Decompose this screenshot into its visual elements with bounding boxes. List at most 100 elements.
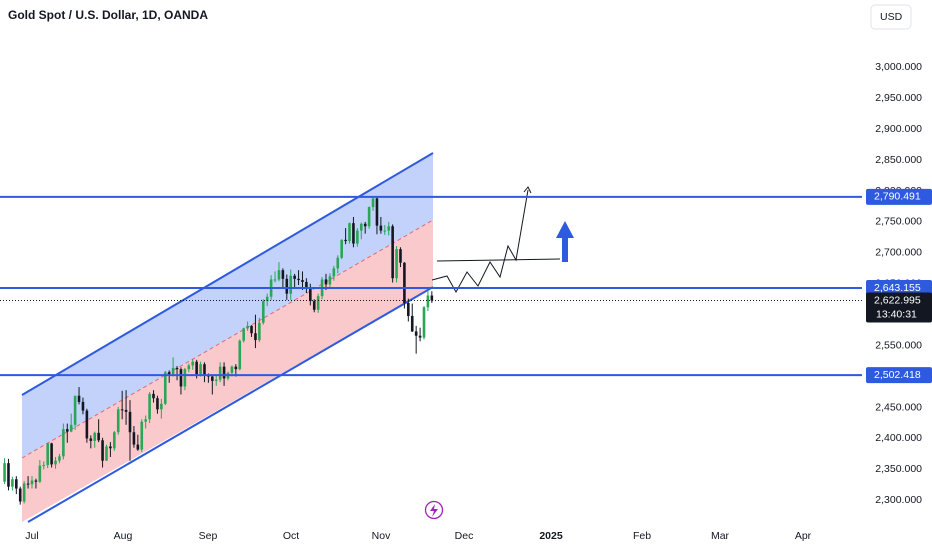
candle-body [65,429,69,432]
candle-body [109,446,112,449]
candle-body [34,480,38,482]
candle-body [246,325,249,329]
candle-body [242,328,245,341]
candle-body [77,395,81,402]
candle-body [7,463,10,487]
candle-body [359,223,363,231]
currency-box[interactable] [870,4,912,30]
candle-body [144,419,147,422]
candle-body [258,322,261,341]
price-label: 2,790.491 [874,191,921,203]
candle-body [58,456,61,461]
candle-body [426,295,430,308]
candle-body [124,409,128,412]
overlay [424,186,574,520]
candle-body [371,198,375,208]
x-tick-label: 2025 [539,530,563,542]
candle-body [234,366,238,370]
candle-body [15,479,18,489]
candle-body [344,239,347,242]
channel-bottom [27,286,434,523]
candle-body [214,379,218,381]
candle-body [195,361,198,375]
price-label-box [866,188,932,205]
y-tick-label: 2,950.000 [875,92,922,104]
candle-body [352,223,355,244]
candle-body [273,279,277,281]
target-line [436,258,561,262]
candle-body [289,275,293,294]
candle-body [89,438,93,441]
y-tick-label: 2,450.000 [875,401,922,413]
candle-body [38,465,42,482]
candle-body [363,223,367,227]
candle-body [136,444,140,450]
candle-body [395,249,398,279]
price-label-box [866,280,932,297]
candle-body [69,424,73,432]
candle-body [140,421,144,450]
candle-body [418,335,422,338]
x-tick-label: Jul [25,530,38,542]
candle-body [218,366,222,380]
candle-body [250,325,253,334]
projection-arrowhead [523,186,532,194]
candle-body [332,268,336,277]
candle-body [230,366,234,373]
candle-body [324,279,328,285]
candle-body [171,367,175,375]
candle-body [391,226,394,279]
candle-body [73,395,77,425]
y-tick-label: 2,850.000 [875,154,922,166]
price-label: 2,643.155 [874,282,921,294]
candle-body [160,403,163,410]
candle-body [11,479,14,487]
candle-body [281,270,285,279]
x-tick-label: Dec [455,530,474,542]
y-tick-label: 2,900.000 [875,123,922,135]
candle-body [132,432,136,445]
candle-body [152,393,155,399]
candle-body [367,207,371,227]
candle-body [316,296,320,310]
candle-body [81,401,85,411]
candle-body [148,393,151,420]
candle-body [191,361,195,366]
candle-body [93,432,97,441]
candle-body [414,331,418,336]
candle-body [30,480,34,485]
y-tick-label: 2,300.000 [875,494,922,506]
candle-body [163,372,167,404]
candle-body [113,432,116,449]
candle-body [199,364,202,375]
candle-body [42,465,46,467]
candle-body [293,275,296,279]
candle-body [187,365,191,370]
candle-body [399,249,402,263]
candle-body [430,295,434,301]
projection-path [431,189,529,294]
candle-body [50,443,53,465]
current-price-box [866,292,932,323]
candle-body [309,288,312,302]
y-tick-label: 3,000.000 [875,61,922,73]
channel-mid [21,219,434,459]
candle-body [179,369,183,387]
candle-body [101,440,104,461]
candle-body [265,296,269,302]
x-tick-label: Oct [283,530,299,542]
candle-body [3,463,6,482]
candle-body [238,340,242,370]
candle-body [305,281,308,289]
candle-body [167,372,171,375]
candle-body [222,366,226,379]
y-tick-label: 2,700.000 [875,247,922,259]
candle-body [387,226,391,231]
channel-top [21,152,434,396]
candle-body [120,409,124,411]
y-tick-label: 2,750.000 [875,216,922,228]
candle-body [407,302,410,316]
y-tick-label: 2,550.000 [875,339,922,351]
current-price-label: 2,622.995 [874,294,921,306]
candle-body [46,443,49,466]
